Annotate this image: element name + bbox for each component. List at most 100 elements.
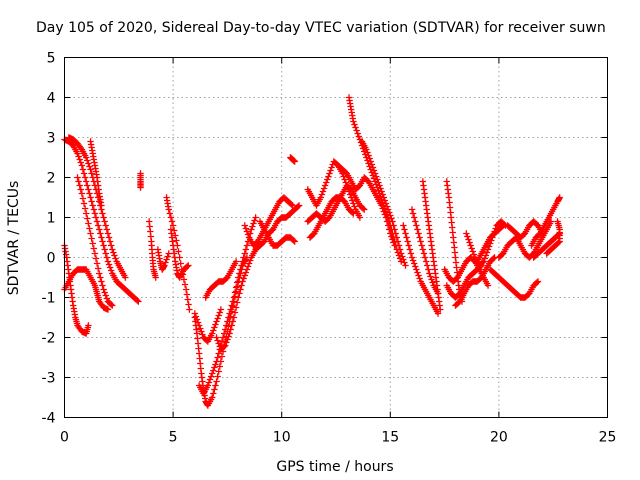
data-point: [94, 222, 102, 229]
data-point: [421, 254, 429, 261]
data-point: [437, 306, 444, 313]
data-point: [109, 246, 116, 253]
data-point: [363, 146, 370, 153]
data-point: [394, 238, 402, 245]
data-point: [81, 174, 89, 181]
data-point: [225, 333, 232, 340]
data-point: [104, 230, 112, 237]
data-point: [217, 306, 225, 313]
data-point: [180, 276, 188, 283]
data-point: [93, 260, 101, 267]
data-point: [216, 309, 223, 316]
data-point: [230, 314, 238, 321]
data-point: [242, 269, 250, 276]
data-point: [317, 194, 324, 201]
data-point: [361, 206, 368, 213]
series-trace-14: [191, 306, 225, 345]
data-point: [191, 310, 199, 317]
data-point: [415, 272, 422, 279]
data-point: [237, 286, 244, 293]
data-point: [199, 331, 206, 338]
data-point: [410, 214, 418, 221]
data-point: [161, 262, 168, 269]
data-point: [223, 339, 230, 346]
series-trace-32: [452, 254, 498, 309]
series-trace-9: [154, 246, 172, 273]
data-point: [85, 322, 92, 329]
data-point: [215, 340, 222, 347]
data-point: [122, 274, 129, 281]
series-trace-19: [287, 154, 298, 165]
data-point: [81, 205, 89, 212]
data-point: [368, 161, 376, 168]
data-point: [235, 274, 242, 281]
data-point: [104, 306, 112, 313]
data-point: [184, 296, 191, 303]
data-point: [319, 188, 327, 195]
data-point: [376, 182, 383, 189]
data-point: [236, 290, 243, 297]
data-point: [412, 218, 419, 225]
data-point: [83, 154, 90, 161]
series-trace-40: [543, 218, 563, 257]
data-point: [424, 262, 431, 269]
data-point: [233, 299, 241, 306]
data-point: [89, 240, 96, 247]
data-point: [228, 322, 235, 329]
data-point: [434, 310, 442, 317]
data-point: [107, 242, 115, 249]
data-point: [405, 242, 412, 249]
data-point: [243, 266, 251, 273]
data-point: [371, 170, 379, 177]
data-point: [210, 327, 217, 334]
data-point: [227, 306, 234, 313]
series-trace-38: [528, 194, 563, 249]
data-point: [87, 230, 94, 237]
data-point: [215, 368, 222, 375]
data-point: [395, 242, 403, 249]
data-point: [76, 156, 83, 163]
data-point: [468, 245, 475, 252]
data-point: [380, 208, 387, 215]
data-point: [382, 200, 390, 207]
data-point: [91, 210, 99, 217]
data-point: [327, 167, 334, 174]
data-point: [86, 225, 93, 232]
data-point: [98, 234, 105, 241]
data-point: [99, 210, 106, 217]
data-point: [193, 316, 201, 323]
data-point: [413, 222, 420, 229]
data-point: [85, 186, 92, 193]
series-trace-37: [495, 218, 555, 261]
data-point: [181, 281, 189, 288]
data-point: [105, 234, 113, 241]
data-point: [213, 358, 220, 365]
data-point: [84, 157, 91, 164]
data-point: [377, 185, 384, 192]
data-point: [97, 230, 104, 237]
y-tick-label: 5: [47, 51, 56, 67]
data-point: [295, 202, 303, 209]
data-point: [100, 214, 107, 221]
data-point: [222, 342, 229, 349]
data-point: [416, 234, 423, 241]
data-point: [418, 242, 425, 249]
data-point: [211, 386, 218, 393]
data-point: [85, 220, 92, 227]
data-point: [212, 361, 219, 368]
data-point: [75, 153, 82, 160]
data-point: [186, 306, 193, 313]
data-point: [90, 206, 98, 213]
data-points: [61, 94, 563, 409]
data-point: [384, 222, 392, 229]
data-point: [236, 270, 243, 277]
series-trace-30: [441, 254, 492, 289]
data-point: [378, 188, 385, 195]
series-trace-6: [87, 138, 105, 209]
series-trace-25: [358, 138, 409, 269]
data-point: [401, 226, 408, 233]
data-point: [434, 290, 442, 297]
data-point: [379, 191, 386, 198]
data-point: [103, 254, 111, 261]
